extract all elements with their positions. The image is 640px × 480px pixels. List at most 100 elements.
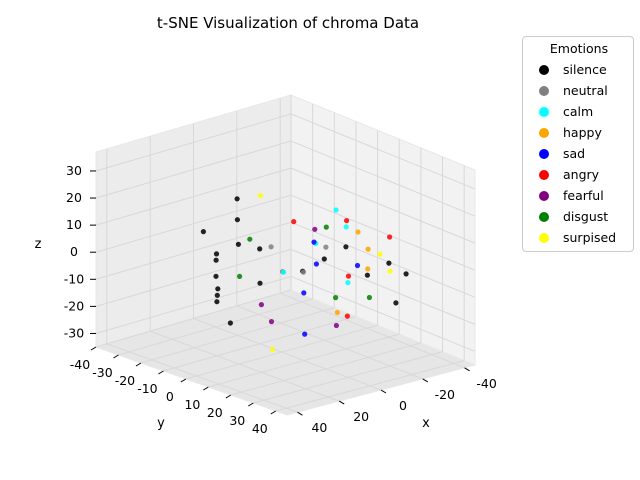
point-happy <box>355 229 361 235</box>
grid-y-line <box>163 315 357 372</box>
point-sad <box>311 239 317 245</box>
legend-label: calm <box>563 104 594 119</box>
legend-label: sad <box>563 146 586 161</box>
point-surpised <box>269 346 276 352</box>
legend-item-fearful: fearful <box>533 185 625 206</box>
legend-marker <box>539 190 549 201</box>
point-silence <box>213 251 220 257</box>
point-silence <box>235 241 241 247</box>
point-fearful <box>333 322 339 329</box>
legend-item-calm: calm <box>533 101 625 122</box>
y-tick-label: -10 <box>137 381 157 396</box>
point-silence <box>213 257 219 263</box>
legend-label: angry <box>563 167 600 182</box>
legend-label: fearful <box>563 188 604 203</box>
x-tick-mark <box>297 411 303 416</box>
y-tick-label: 0 <box>166 389 174 404</box>
legend-marker <box>539 127 549 138</box>
legend-marker <box>539 64 549 75</box>
y-tick-mark <box>270 410 277 415</box>
point-disgust <box>333 295 339 301</box>
legend-items: silence neutral calm happy sad angry fearful di… <box>533 59 625 248</box>
point-silence <box>214 292 220 298</box>
point-silence <box>227 320 233 326</box>
point-happy <box>365 266 371 272</box>
y-tick-mark <box>158 370 164 375</box>
point-silence <box>257 246 263 252</box>
y-axis-label: y <box>157 416 165 431</box>
point-silence <box>321 256 327 262</box>
point-silence <box>213 273 219 279</box>
grid-z-line <box>290 113 476 190</box>
point-silence <box>215 286 221 292</box>
x-tick-label: -20 <box>435 387 455 402</box>
legend: Emotions silence neutral calm happy sad angry… <box>522 36 634 252</box>
grid-z-line <box>290 167 476 244</box>
grid-y-line <box>230 342 422 396</box>
legend-label: happy <box>563 125 602 140</box>
y-tick-label: -30 <box>92 365 112 380</box>
grid-x-line <box>149 330 340 402</box>
grid-x-line <box>106 343 298 413</box>
point-silence <box>386 260 392 266</box>
point-surpised <box>387 268 393 274</box>
x-tick-mark <box>464 367 470 372</box>
grid-x-line <box>193 318 382 391</box>
z-tick-label: 10 <box>66 217 82 232</box>
point-angry <box>291 219 297 225</box>
axes-grid <box>95 95 476 413</box>
point-silence <box>364 272 370 278</box>
z-tick-label: -20 <box>64 298 84 313</box>
grid-y-line <box>253 351 443 404</box>
legend-item-neutral: neutral <box>533 80 625 101</box>
y-tick-label: 20 <box>207 405 223 420</box>
point-silence <box>214 299 220 305</box>
point-sad <box>301 290 307 296</box>
z-axis-label: z <box>35 237 42 252</box>
legend-marker <box>539 85 549 96</box>
legend-label: silence <box>563 62 607 77</box>
legend-label: neutral <box>563 83 608 98</box>
grid-y-line <box>118 298 313 356</box>
point-silence <box>234 217 240 223</box>
grid-y-line <box>95 289 292 348</box>
point-angry <box>345 273 352 279</box>
y-tick-mark <box>180 378 187 383</box>
point-neutral <box>300 269 306 275</box>
y-tick-mark <box>203 386 209 391</box>
grid-y-line <box>185 324 378 380</box>
x-tick-mark <box>380 389 387 394</box>
grid-y-line <box>275 360 465 412</box>
point-neutral <box>268 244 274 250</box>
legend-marker <box>539 232 549 243</box>
y-tick-label: 30 <box>229 413 245 428</box>
point-disgust <box>323 224 329 230</box>
y-tick-label: 40 <box>252 421 268 436</box>
legend-item-sad: sad <box>533 143 625 164</box>
point-silence <box>257 280 263 286</box>
point-calm <box>333 207 339 213</box>
z-tick-label: -10 <box>64 271 84 286</box>
legend-item-angry: angry <box>533 164 625 185</box>
grid-z-line <box>290 140 476 217</box>
point-silence <box>393 300 399 306</box>
grid-z-line <box>290 275 476 352</box>
y-tick-mark <box>225 394 232 399</box>
point-fearful <box>312 226 318 232</box>
point-disgust <box>366 294 372 301</box>
z-tick-label: 20 <box>66 190 82 205</box>
y-tick-label: 10 <box>184 397 200 412</box>
y-tick-mark <box>113 354 119 359</box>
point-calm <box>343 224 349 230</box>
point-calm <box>345 280 351 286</box>
point-fearful <box>268 319 275 325</box>
point-angry <box>344 218 350 224</box>
grid-x-line <box>279 292 465 369</box>
axes-ticks: -40-2002040-40-30-20-10010203040-30-20-1… <box>64 163 497 436</box>
y-tick-label: -40 <box>70 357 90 372</box>
legend-item-surpised: surpised <box>533 227 625 248</box>
point-surpised <box>257 193 263 199</box>
point-happy <box>365 246 371 252</box>
point-neutral <box>323 244 329 250</box>
point-silence <box>343 244 349 250</box>
